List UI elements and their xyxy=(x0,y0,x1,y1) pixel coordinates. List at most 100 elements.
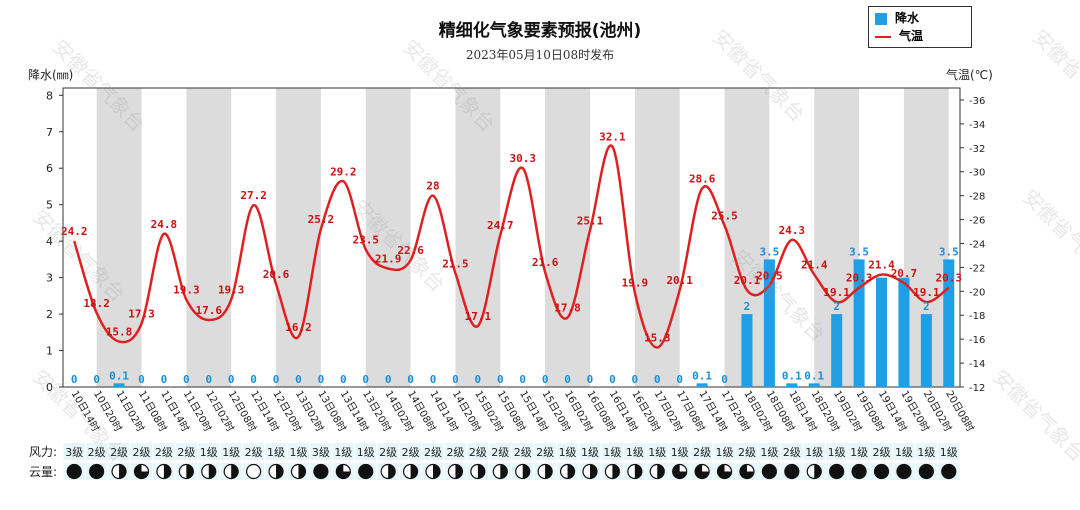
cloud-fill xyxy=(134,464,149,479)
rain-label: 0.1 xyxy=(109,369,129,382)
left-tick-label: 0 xyxy=(46,381,53,394)
wind-value: 2级 xyxy=(245,446,263,459)
temp-label: 20.3 xyxy=(846,272,873,285)
wind-value: 2级 xyxy=(514,446,532,459)
wind-value: 1级 xyxy=(716,446,734,459)
wind-value: 1级 xyxy=(267,446,285,459)
temp-label: 21.6 xyxy=(532,256,559,269)
rain-bar xyxy=(876,277,888,387)
cloud-fill xyxy=(276,464,284,479)
rain-label: 0 xyxy=(475,373,482,386)
temp-label: 27.2 xyxy=(240,189,267,202)
wind-value: 1级 xyxy=(917,446,935,459)
rain-label: 0 xyxy=(587,373,594,386)
cloud-fill xyxy=(410,464,418,479)
rain-label: 0 xyxy=(250,373,257,386)
cloud-row-label: 云量: xyxy=(29,465,57,479)
legend-temp-label: 气温 xyxy=(899,29,924,43)
cloud-fill xyxy=(657,464,665,479)
cloud-fill xyxy=(919,464,934,479)
temp-label: 24.3 xyxy=(779,224,806,237)
wind-cell xyxy=(691,443,713,460)
wind-cell xyxy=(646,443,668,460)
cloud-fill xyxy=(231,464,239,479)
rain-label: 0 xyxy=(71,373,78,386)
cloud-fill xyxy=(477,464,485,479)
rain-label: 0 xyxy=(228,373,235,386)
wind-cell xyxy=(624,443,646,460)
temp-label: 24.8 xyxy=(151,218,178,231)
temp-label: 21.4 xyxy=(801,259,828,272)
wind-value: 2级 xyxy=(424,446,442,459)
legend-temp: 气温 xyxy=(875,28,923,44)
cloud-fill xyxy=(829,464,844,479)
rain-label: 3.5 xyxy=(759,245,779,258)
wind-cell xyxy=(422,443,444,460)
temp-label: 28 xyxy=(426,180,439,193)
wind-cell xyxy=(893,443,915,460)
rain-bar xyxy=(831,314,843,387)
rain-bar xyxy=(696,383,708,387)
right-tick-label: -32 xyxy=(969,144,985,155)
wind-cell xyxy=(399,443,422,460)
rain-label: 0 xyxy=(676,373,683,386)
cloud-fill xyxy=(545,464,553,479)
wind-cell xyxy=(758,443,781,460)
rain-bar xyxy=(943,259,955,387)
cloud-fill xyxy=(119,464,127,479)
left-tick-label: 3 xyxy=(46,272,53,285)
cloud-fill xyxy=(941,464,956,479)
rain-label: 2 xyxy=(744,300,751,313)
wind-cell xyxy=(63,443,85,460)
temp-label: 15.8 xyxy=(106,326,133,339)
rain-label: 3.5 xyxy=(939,245,959,258)
wind-cell xyxy=(668,443,691,460)
rain-label: 0 xyxy=(452,373,459,386)
cloud-fill xyxy=(433,464,441,479)
wind-cell xyxy=(938,443,960,460)
rain-label: 0 xyxy=(430,373,437,386)
rain-label: 3.5 xyxy=(849,245,869,258)
wind-value: 1级 xyxy=(805,446,823,459)
rain-label: 0 xyxy=(340,373,347,386)
wind-value: 2级 xyxy=(379,446,397,459)
temp-label: 17.1 xyxy=(465,310,492,323)
chart-subtitle: 2023年05月10日08时发布 xyxy=(465,48,615,62)
wind-value: 1级 xyxy=(850,446,868,459)
temp-label: 19.3 xyxy=(218,284,245,297)
wind-cell xyxy=(242,443,265,460)
wind-value: 2级 xyxy=(536,446,554,459)
temp-label: 17.3 xyxy=(128,308,155,321)
rain-label: 0 xyxy=(542,373,549,386)
wind-row-label: 风力: xyxy=(29,445,57,459)
temp-label: 32.1 xyxy=(599,131,626,144)
wind-cell xyxy=(601,443,624,460)
wind-value: 2级 xyxy=(738,446,756,459)
legend: 降水 气温 xyxy=(868,6,972,48)
legend-line-swatch xyxy=(875,35,891,38)
wind-cell xyxy=(355,443,377,460)
cloud-fill xyxy=(567,464,575,479)
wind-cell xyxy=(534,443,556,460)
cloud-fill xyxy=(814,464,822,479)
wind-value: 2级 xyxy=(155,446,173,459)
plot-frame xyxy=(62,87,961,388)
legend-rain-label: 降水 xyxy=(895,11,920,25)
wind-cell xyxy=(825,443,848,460)
temp-label: 24.2 xyxy=(61,225,88,238)
temp-label: 20.1 xyxy=(666,274,693,287)
wind-cell xyxy=(512,443,534,460)
left-tick-label: 7 xyxy=(46,126,53,139)
rain-label: 0 xyxy=(183,373,190,386)
wind-value: 1级 xyxy=(357,446,375,459)
temp-label: 16.2 xyxy=(285,321,312,334)
temp-label: 22.6 xyxy=(397,244,424,257)
right-tick-label: -26 xyxy=(969,216,985,227)
rain-bar xyxy=(898,277,910,387)
cloud-fill xyxy=(672,464,687,479)
left-tick-label: 6 xyxy=(46,162,53,175)
temp-label: 25.5 xyxy=(711,210,738,223)
temp-label: 20.3 xyxy=(936,272,963,285)
wind-cell xyxy=(377,443,399,460)
